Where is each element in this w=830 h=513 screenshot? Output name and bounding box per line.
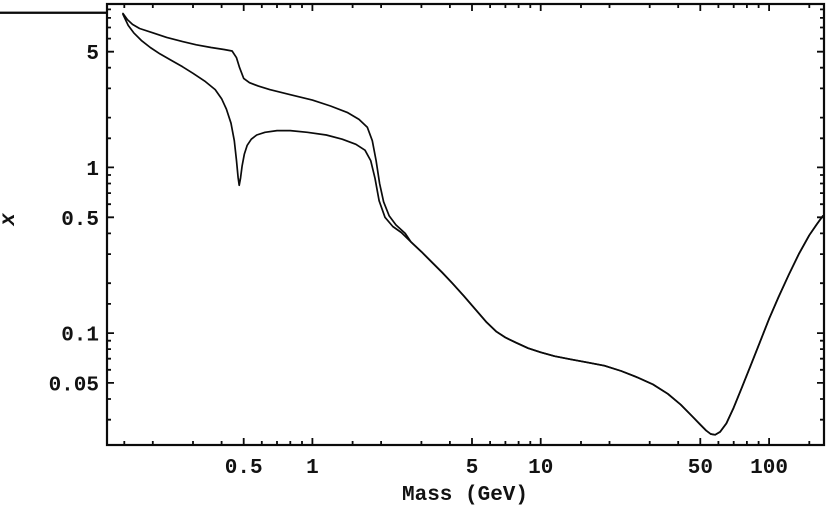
x-axis-title: Mass (GeV) bbox=[401, 484, 529, 507]
x-tick-label: 50 bbox=[688, 457, 713, 480]
x-tick-label: 10 bbox=[528, 457, 553, 480]
curve-lower-branch bbox=[122, 13, 824, 436]
plot-frame bbox=[105, 2, 826, 447]
axis-ticks bbox=[107, 4, 824, 445]
y-tick-label: 0.05 bbox=[49, 374, 99, 397]
y-tick-label: 5 bbox=[86, 43, 99, 66]
x-tick-label: 0.5 bbox=[225, 457, 263, 480]
y-tick-label: 0.5 bbox=[61, 209, 99, 232]
page-rule-line bbox=[0, 11, 107, 14]
curve-upper-branch bbox=[122, 12, 824, 436]
x-tick-label: 100 bbox=[750, 457, 788, 480]
x-tick-label: 5 bbox=[466, 457, 479, 480]
y-tick-label: 1 bbox=[86, 159, 99, 182]
y-axis-title: x bbox=[0, 213, 21, 226]
x-tick-label: 1 bbox=[306, 457, 319, 480]
y-tick-label: 0.1 bbox=[61, 325, 99, 348]
